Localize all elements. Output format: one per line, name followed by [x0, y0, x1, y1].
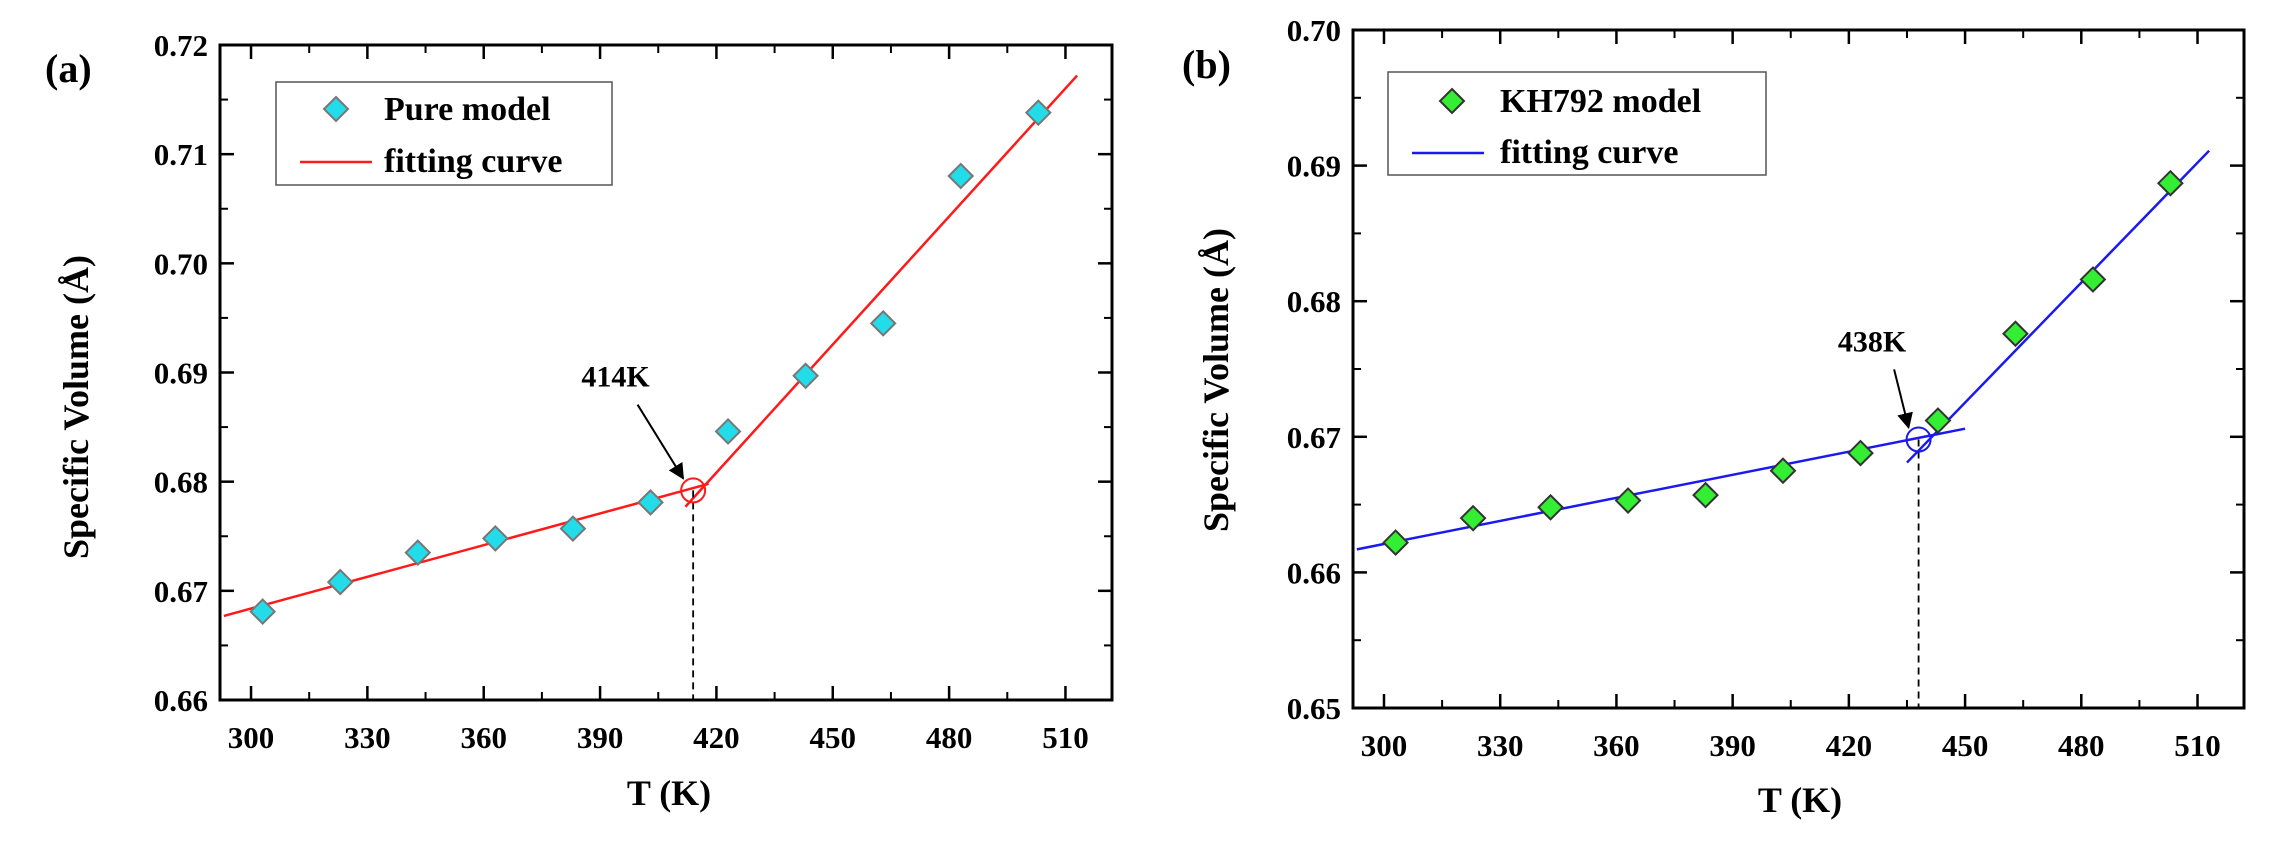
transition-circle: [680, 477, 707, 504]
data-point: [1537, 493, 1564, 521]
legend-entry-series: Pure model: [384, 91, 551, 128]
legend: Pure model fitting curve: [275, 81, 613, 186]
data-point: [637, 488, 664, 516]
transition-annotation: 438K: [1838, 325, 1913, 430]
data-point: [2079, 266, 2107, 293]
data-point: [481, 525, 509, 552]
x-tick-label: 330: [344, 720, 391, 755]
x-axis-label: T (K): [1758, 780, 1842, 820]
x-tick-label: 510: [1042, 720, 1089, 755]
y-tick-label: 0.65: [1287, 691, 1341, 726]
data-point: [1692, 481, 1719, 509]
y-tick-label: 0.69: [1287, 149, 1341, 184]
data-point: [1924, 407, 1952, 434]
x-tick-label: 420: [693, 720, 740, 755]
x-axis-label: T (K): [627, 773, 711, 813]
legend-entry-fit: fitting curve: [1500, 134, 1678, 171]
data-point: [2002, 320, 2029, 348]
panel-label: (a): [45, 46, 92, 91]
annotation-arrow: [636, 404, 684, 480]
x-tick-label: 330: [1477, 728, 1524, 763]
y-tick-label: 0.70: [1287, 13, 1341, 48]
legend-marker-icon: [1438, 87, 1466, 115]
fitting-curve: [1356, 427, 1966, 551]
panel-label: (b): [1182, 42, 1231, 87]
data-points: [249, 99, 1052, 625]
chart-panel-b: (b) Specific Volume (Å) T (K) 300 330 360 3…: [1182, 13, 2246, 820]
legend: KH792 model fitting curve: [1387, 71, 1767, 176]
y-tick-label: 0.70: [154, 246, 208, 281]
data-point: [1024, 99, 1052, 127]
x-tick-label: 420: [1826, 728, 1873, 763]
data-point: [559, 515, 587, 543]
data-point: [1459, 504, 1487, 532]
transition-marker: [680, 477, 707, 700]
legend-entry-fit: fitting curve: [384, 143, 562, 180]
y-tick-label: 0.66: [154, 683, 208, 718]
data-points: [1382, 169, 2184, 556]
y-tick-label: 0.68: [154, 465, 208, 500]
data-point: [947, 162, 975, 190]
data-point: [1614, 487, 1642, 514]
data-point: [714, 418, 742, 445]
transition-marker: [1905, 426, 1932, 708]
data-point: [1769, 457, 1797, 485]
data-point: [404, 539, 432, 567]
fitting-curve: [684, 74, 1079, 508]
legend-box: [275, 81, 613, 186]
chart-panel-a: (a) Specific Volume (Å) T (K) 300 330 360 3…: [45, 28, 1114, 813]
x-tick-label: 390: [1709, 728, 1756, 763]
transition-label: 438K: [1838, 325, 1907, 358]
x-tick-label: 360: [1593, 728, 1640, 763]
fit-lines: [223, 74, 1079, 618]
legend-entry-series: KH792 model: [1500, 83, 1701, 120]
x-tick-label: 480: [2058, 728, 2105, 763]
x-tick-label: 450: [810, 720, 857, 755]
tick-marks: 300 330 360 390 420 450 480 510 0.65 0.66 0.67 0.68…: [1287, 13, 2244, 763]
data-point: [792, 362, 820, 390]
transition-circle: [1905, 426, 1932, 453]
y-tick-label: 0.67: [1287, 420, 1341, 455]
data-point: [249, 598, 277, 625]
fitting-curve: [1906, 149, 2211, 464]
y-tick-label: 0.68: [1287, 284, 1341, 319]
annotation-arrow: [1893, 369, 1913, 430]
transition-annotation: 414K: [581, 361, 684, 480]
y-tick-label: 0.69: [154, 356, 208, 391]
x-tick-label: 360: [460, 720, 507, 755]
y-tick-label: 0.71: [154, 137, 208, 172]
x-tick-label: 300: [1361, 728, 1408, 763]
y-axis-label: Specific Volume (Å): [56, 255, 96, 559]
y-tick-label: 0.66: [1287, 555, 1341, 590]
fit-lines: [1356, 149, 2211, 551]
x-tick-label: 300: [228, 720, 275, 755]
y-tick-label: 0.67: [154, 574, 208, 609]
x-tick-label: 480: [926, 720, 973, 755]
data-point: [1847, 439, 1874, 467]
y-tick-label: 0.72: [154, 28, 208, 63]
data-point: [2156, 169, 2184, 197]
x-tick-label: 510: [2174, 728, 2221, 763]
y-axis-label: Specific Volume (Å): [1196, 228, 1236, 532]
x-tick-label: 450: [1942, 728, 1989, 763]
data-point: [326, 568, 354, 596]
x-tick-label: 390: [577, 720, 624, 755]
legend-marker-icon: [322, 95, 350, 123]
tick-marks: 300 330 360 390 420 450 480 510 0.66 0.67 0.68 0.69…: [154, 28, 1112, 755]
transition-label: 414K: [581, 361, 650, 394]
data-point: [1382, 529, 1410, 556]
fitting-curve: [223, 482, 709, 618]
data-point: [869, 309, 897, 337]
